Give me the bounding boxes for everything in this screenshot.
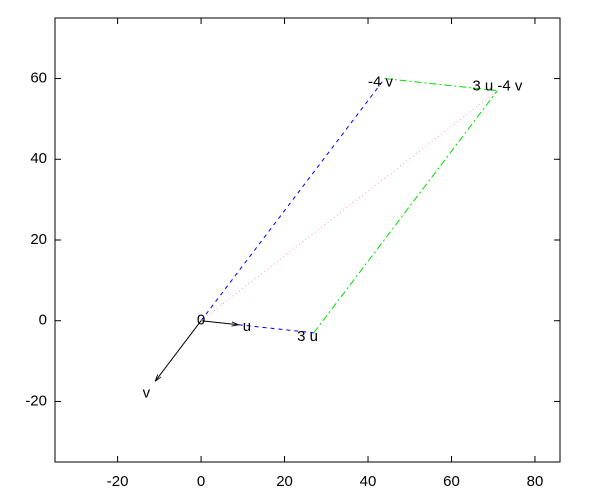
point-label: 3 u -4 v bbox=[472, 78, 523, 95]
point-label: 3 u bbox=[297, 328, 318, 345]
y-tick-label: 60 bbox=[30, 70, 47, 87]
x-tick-label: -20 bbox=[107, 473, 129, 490]
vector-line bbox=[313, 90, 498, 334]
vector-arrow bbox=[155, 320, 202, 382]
x-tick-label: 20 bbox=[276, 473, 293, 490]
vector-arrow bbox=[201, 320, 239, 325]
x-tick-label: 40 bbox=[360, 473, 377, 490]
point-label: 0 bbox=[197, 312, 205, 329]
point-label: v bbox=[143, 384, 151, 401]
y-tick-label: 0 bbox=[39, 312, 47, 329]
vector-line bbox=[200, 78, 386, 322]
vector-line bbox=[200, 90, 498, 322]
y-tick-label: 40 bbox=[30, 150, 47, 167]
point-label: -4 v bbox=[368, 74, 394, 91]
vector-line bbox=[384, 78, 498, 92]
x-tick-label: 60 bbox=[443, 473, 460, 490]
x-tick-label: 0 bbox=[197, 473, 205, 490]
point-label: u bbox=[243, 318, 251, 335]
y-tick-label: 20 bbox=[30, 231, 47, 248]
y-tick-label: -20 bbox=[25, 392, 47, 409]
x-tick-label: 80 bbox=[527, 473, 544, 490]
